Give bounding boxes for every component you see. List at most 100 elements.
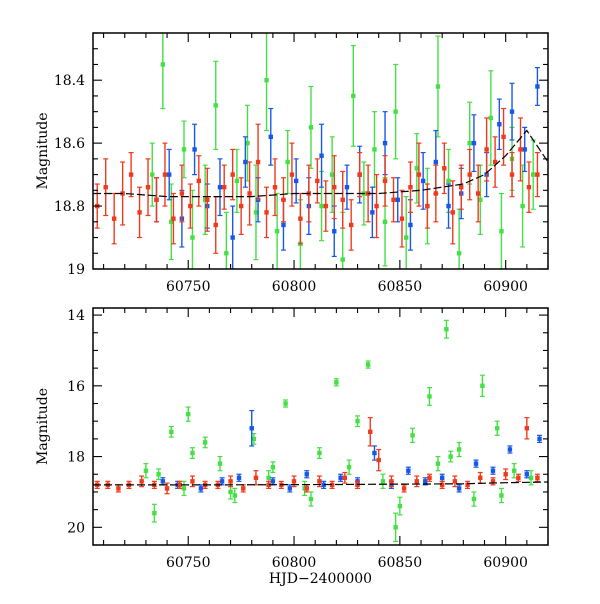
data-point-green — [495, 426, 500, 431]
data-point-red — [281, 197, 286, 202]
x-tick-label: 60900 — [483, 555, 528, 571]
data-point-blue — [344, 184, 350, 190]
data-point-green — [456, 251, 462, 256]
data-point-green — [365, 362, 371, 367]
data-point-red — [342, 475, 348, 480]
data-point-red — [190, 479, 195, 484]
data-point-red — [368, 429, 373, 435]
data-point-blue — [293, 178, 299, 184]
data-point-red — [154, 197, 159, 202]
data-point-green — [224, 251, 229, 256]
data-point-red — [399, 216, 405, 221]
data-point-red — [230, 172, 235, 177]
x-tick-label: 60850 — [378, 555, 423, 571]
data-point-blue — [423, 479, 428, 484]
data-point-blue — [338, 475, 343, 480]
data-point-green — [319, 203, 324, 209]
data-point-green — [186, 411, 191, 417]
data-point-green — [382, 219, 388, 224]
data-point-green — [446, 178, 451, 184]
data-point-blue — [433, 159, 439, 165]
data-point-red — [247, 191, 252, 196]
data-point-red — [188, 203, 193, 209]
data-point-green — [414, 166, 419, 171]
data-point-blue — [236, 475, 242, 480]
model-curve — [93, 481, 548, 486]
data-point-blue — [535, 84, 540, 89]
data-point-green — [245, 140, 250, 146]
data-point-red — [264, 210, 269, 215]
data-point-green — [480, 383, 485, 389]
data-point-red — [205, 197, 210, 202]
data-point-red — [452, 479, 458, 484]
data-point-blue — [446, 203, 451, 209]
data-point-blue — [319, 153, 324, 158]
x-tick-label: 60750 — [166, 279, 211, 295]
data-point-blue — [166, 172, 172, 177]
data-point-green — [444, 327, 449, 332]
data-point-red — [450, 210, 455, 215]
data-point-red — [128, 172, 134, 177]
data-point-green — [213, 103, 218, 108]
data-point-red — [348, 222, 354, 228]
data-point-blue — [537, 436, 542, 442]
data-point-red — [490, 479, 496, 484]
data-point-red — [222, 184, 227, 190]
data-point-red — [357, 172, 362, 177]
data-point-blue — [243, 159, 248, 165]
data-point-blue — [372, 450, 377, 456]
top-panel-ticks: 60750 60800 60850 60900 18.4 18.6 18.8 19 — [54, 32, 549, 295]
data-point-red — [315, 178, 320, 184]
data-point-red — [433, 191, 439, 196]
y-tick-label: 20 — [67, 520, 85, 536]
bottom-panel-ticks: 60750 60800 60850 60900 14 16 18 20 — [67, 308, 549, 571]
data-point-green — [232, 493, 237, 498]
data-point-green — [397, 503, 403, 509]
bottom-panel: 60750 60800 60850 60900 14 16 18 20 Magnitude H… — [35, 307, 549, 587]
data-point-red — [459, 184, 464, 190]
data-point-green — [520, 203, 525, 209]
data-point-green — [334, 380, 339, 385]
data-point-red — [228, 479, 233, 484]
data-point-blue — [408, 222, 413, 228]
data-point-green — [410, 433, 415, 438]
x-tick-label: 60850 — [378, 279, 423, 295]
top-y-axis-label: Magnitude — [35, 112, 51, 189]
data-point-red — [475, 191, 481, 196]
data-point-red — [145, 184, 151, 190]
data-point-red — [518, 147, 523, 152]
data-point-red — [425, 203, 430, 209]
y-tick-label: 16 — [67, 379, 85, 395]
data-point-green — [456, 447, 462, 452]
data-point-blue — [522, 147, 527, 152]
data-point-blue — [509, 109, 515, 114]
data-point-red — [442, 166, 447, 171]
data-point-blue — [456, 486, 462, 491]
y-tick-label: 18.4 — [54, 73, 85, 89]
data-point-red — [401, 486, 407, 491]
data-point-blue — [230, 235, 235, 240]
data-point-blue — [160, 479, 166, 484]
data-point-red — [467, 172, 472, 177]
data-point-red — [304, 486, 309, 491]
data-point-green — [190, 450, 195, 456]
data-point-blue — [406, 468, 411, 473]
data-point-red — [382, 178, 388, 184]
data-point-blue — [473, 461, 479, 466]
data-point-red — [162, 172, 168, 177]
data-point-red — [524, 426, 530, 431]
data-point-blue — [524, 472, 530, 477]
data-point-red — [414, 479, 419, 484]
data-point-red — [503, 472, 508, 477]
data-point-green — [181, 147, 187, 152]
data-point-green — [181, 486, 187, 491]
data-point-red — [535, 172, 540, 177]
data-point-blue — [219, 479, 225, 484]
data-point-green — [488, 115, 494, 121]
data-point-green — [478, 197, 483, 202]
data-point-blue — [304, 472, 309, 477]
data-point-red — [272, 184, 278, 190]
x-axis-label: HJD−2400000 — [269, 571, 372, 587]
data-point-blue — [198, 486, 204, 491]
x-tick-label: 60800 — [272, 555, 317, 571]
